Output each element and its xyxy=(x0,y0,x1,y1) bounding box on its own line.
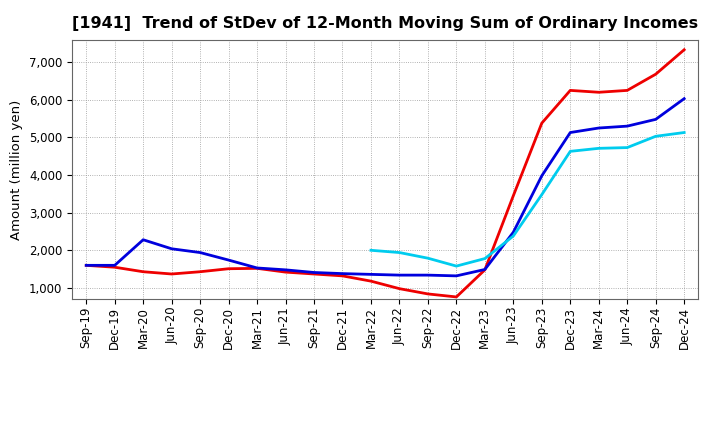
5 Years xyxy=(196,250,204,255)
Y-axis label: Amount (million yen): Amount (million yen) xyxy=(10,99,23,239)
5 Years xyxy=(366,272,375,277)
3 Years xyxy=(680,47,688,52)
3 Years xyxy=(282,269,290,275)
7 Years xyxy=(537,192,546,197)
5 Years xyxy=(566,130,575,135)
5 Years xyxy=(623,124,631,129)
3 Years xyxy=(167,271,176,277)
3 Years xyxy=(253,266,261,271)
5 Years xyxy=(537,173,546,179)
5 Years xyxy=(652,117,660,122)
5 Years xyxy=(680,96,688,101)
3 Years xyxy=(338,273,347,279)
7 Years xyxy=(680,130,688,135)
7 Years xyxy=(623,145,631,150)
7 Years xyxy=(595,146,603,151)
Line: 7 Years: 7 Years xyxy=(371,132,684,266)
5 Years xyxy=(395,272,404,278)
5 Years xyxy=(253,265,261,271)
3 Years xyxy=(595,90,603,95)
3 Years xyxy=(652,72,660,77)
3 Years xyxy=(395,286,404,291)
7 Years xyxy=(452,264,461,269)
3 Years xyxy=(110,264,119,270)
5 Years xyxy=(480,267,489,272)
5 Years xyxy=(167,246,176,251)
Line: 3 Years: 3 Years xyxy=(86,50,684,297)
Line: 5 Years: 5 Years xyxy=(86,99,684,276)
5 Years xyxy=(225,257,233,263)
5 Years xyxy=(423,272,432,278)
3 Years xyxy=(366,279,375,284)
3 Years xyxy=(139,269,148,275)
3 Years xyxy=(623,88,631,93)
5 Years xyxy=(310,270,318,275)
3 Years xyxy=(452,294,461,300)
3 Years xyxy=(225,266,233,271)
7 Years xyxy=(566,149,575,154)
3 Years xyxy=(566,88,575,93)
7 Years xyxy=(652,134,660,139)
3 Years xyxy=(480,267,489,272)
5 Years xyxy=(110,263,119,268)
Title: [1941]  Trend of StDev of 12-Month Moving Sum of Ordinary Incomes: [1941] Trend of StDev of 12-Month Moving… xyxy=(72,16,698,32)
7 Years xyxy=(423,256,432,261)
7 Years xyxy=(480,256,489,261)
7 Years xyxy=(366,248,375,253)
3 Years xyxy=(537,121,546,126)
3 Years xyxy=(310,271,318,277)
5 Years xyxy=(82,263,91,268)
5 Years xyxy=(595,125,603,131)
5 Years xyxy=(282,267,290,272)
5 Years xyxy=(509,230,518,235)
3 Years xyxy=(423,291,432,297)
5 Years xyxy=(139,237,148,242)
5 Years xyxy=(338,271,347,276)
7 Years xyxy=(509,233,518,238)
7 Years xyxy=(395,250,404,255)
3 Years xyxy=(509,193,518,198)
3 Years xyxy=(82,263,91,268)
3 Years xyxy=(196,269,204,275)
5 Years xyxy=(452,273,461,279)
